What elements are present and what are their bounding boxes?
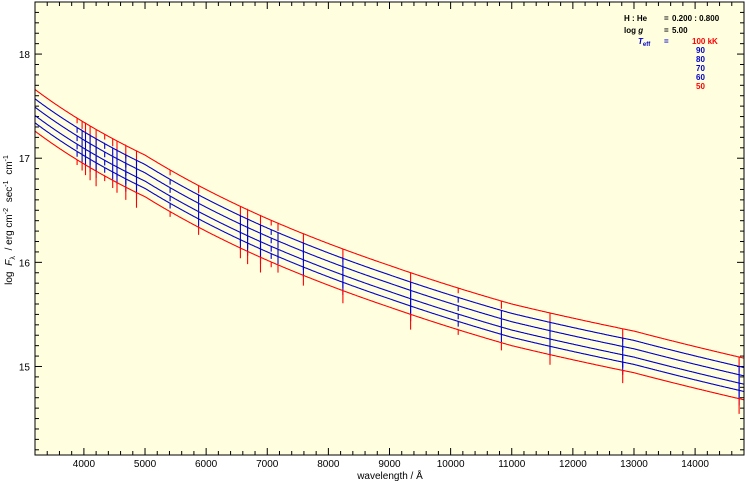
legend-entry-80: 80 xyxy=(696,55,705,64)
legend-entry-60: 60 xyxy=(696,73,705,82)
legend-entry-50: 50 xyxy=(696,82,705,91)
x-tick-label: 10000 xyxy=(437,459,465,470)
legend-teff-sub: eff xyxy=(643,42,651,48)
legend-logg-log: log xyxy=(624,26,638,35)
x-tick-label: 12000 xyxy=(559,459,587,470)
series-line-5 xyxy=(34,130,745,414)
x-tick-label: 6000 xyxy=(195,459,218,470)
legend: H : He = 0.200 : 0.800 log g = 5.00 Teff… xyxy=(624,14,720,91)
y-tick-label: 17 xyxy=(19,154,31,165)
legend-ratio-sep: = xyxy=(664,14,669,23)
y-tick-labels: 15 16 17 18 xyxy=(19,50,31,373)
x-tick-label: 9000 xyxy=(378,459,401,470)
legend-ratio-label: H : He xyxy=(624,14,648,23)
y-label-exp3: -1 xyxy=(3,155,10,161)
x-tick-label: 8000 xyxy=(317,459,340,470)
y-label-sec: sec xyxy=(4,187,15,203)
y-tick-label: 16 xyxy=(19,258,31,269)
y-label-flux: F xyxy=(4,259,15,266)
legend-logg-g: g xyxy=(637,26,643,35)
y-label-exp1: -2 xyxy=(3,208,10,214)
y-tick-label: 15 xyxy=(19,362,31,373)
series-lines xyxy=(34,89,745,414)
legend-logg-value: 5.00 xyxy=(672,26,688,35)
y-tick-label: 18 xyxy=(19,50,31,61)
x-tick-label: 13000 xyxy=(620,459,648,470)
legend-entry-100kk: 100 kK xyxy=(692,37,718,46)
y-label-unit: / erg cm xyxy=(4,214,15,250)
legend-teff-label: Teff xyxy=(638,37,651,48)
legend-entry-90: 90 xyxy=(696,46,705,55)
y-label-cm: cm xyxy=(4,161,15,174)
x-tick-label: 5000 xyxy=(134,459,157,470)
y-label-lambda: λ xyxy=(10,256,17,260)
x-tick-label: 11000 xyxy=(498,459,526,470)
y-label-exp2: -1 xyxy=(3,180,10,186)
x-tick-label: 14000 xyxy=(681,459,709,470)
x-tick-label: 7000 xyxy=(256,459,279,470)
plot-frame xyxy=(34,1,745,456)
x-axis-label: wavelength / Å xyxy=(356,469,423,482)
legend-logg-label: log g xyxy=(624,26,643,35)
tick-marks xyxy=(34,1,745,455)
legend-entry-70: 70 xyxy=(696,64,705,73)
y-axis-label: log Fλ / erg cm-2 sec-1 cm-1 xyxy=(0,155,18,285)
plot-area xyxy=(35,2,744,455)
y-label-log: log xyxy=(4,272,15,285)
legend-teff-t: T xyxy=(638,37,644,46)
legend-logg-sep: = xyxy=(664,26,669,35)
x-tick-labels: 4000 5000 6000 7000 8000 9000 10000 11000 12000 1… xyxy=(73,459,710,470)
legend-teff-sep: = xyxy=(664,37,669,46)
legend-ratio-value: 0.200 : 0.800 xyxy=(672,14,720,23)
x-tick-label: 4000 xyxy=(73,459,96,470)
